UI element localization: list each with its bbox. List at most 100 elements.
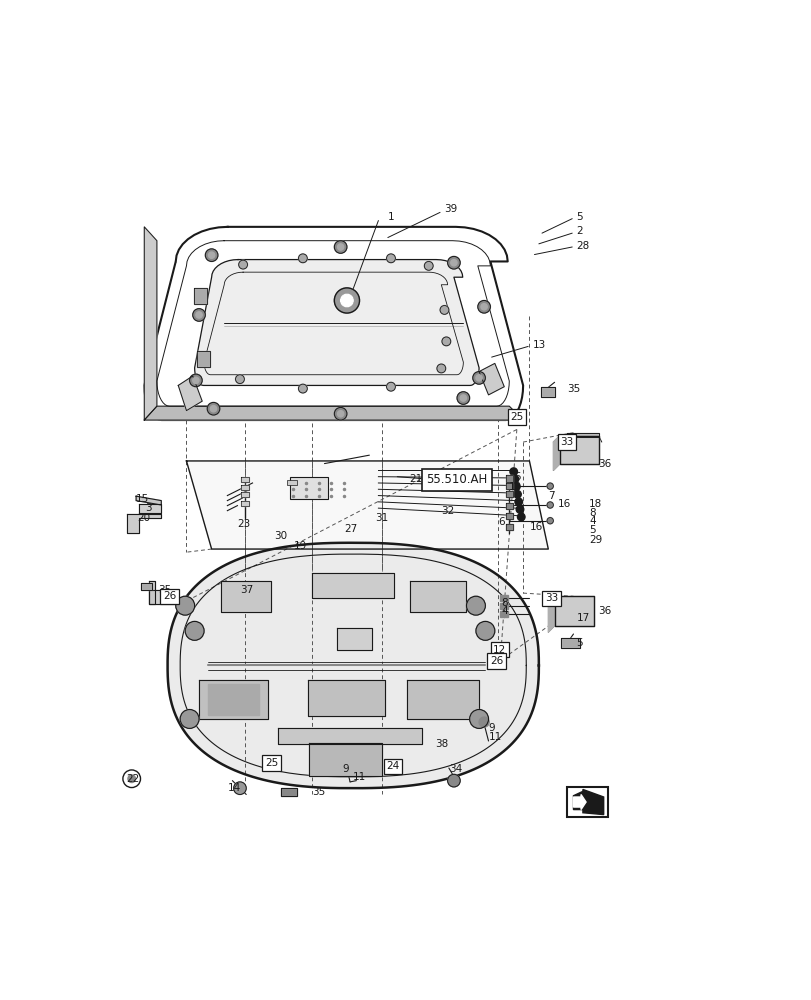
Circle shape xyxy=(337,411,343,417)
Text: 55.510.AH: 55.510.AH xyxy=(426,473,487,486)
Circle shape xyxy=(207,402,220,415)
Text: 31: 31 xyxy=(375,513,388,523)
Text: 11: 11 xyxy=(488,732,501,742)
Polygon shape xyxy=(127,514,161,533)
Polygon shape xyxy=(197,351,209,367)
Polygon shape xyxy=(195,260,478,385)
Polygon shape xyxy=(478,363,504,395)
Text: 15: 15 xyxy=(136,494,149,504)
Text: 4: 4 xyxy=(500,606,507,616)
Polygon shape xyxy=(337,628,371,650)
Circle shape xyxy=(450,260,457,266)
Polygon shape xyxy=(144,227,157,420)
Text: 5: 5 xyxy=(589,525,595,535)
Text: 4: 4 xyxy=(589,516,595,526)
Text: 5: 5 xyxy=(576,638,582,648)
Circle shape xyxy=(478,717,488,727)
Circle shape xyxy=(195,312,202,318)
Circle shape xyxy=(210,406,217,412)
Polygon shape xyxy=(136,496,161,505)
Text: 10: 10 xyxy=(508,482,521,492)
Circle shape xyxy=(440,306,448,314)
Text: 27: 27 xyxy=(343,524,357,534)
Circle shape xyxy=(513,491,521,498)
Polygon shape xyxy=(148,581,155,604)
Text: 9: 9 xyxy=(488,723,495,733)
Bar xyxy=(566,787,607,817)
Circle shape xyxy=(122,770,140,788)
Polygon shape xyxy=(208,684,259,715)
Circle shape xyxy=(475,621,494,640)
Circle shape xyxy=(547,518,552,524)
Circle shape xyxy=(477,300,490,313)
Text: 26: 26 xyxy=(490,656,503,666)
Text: 25: 25 xyxy=(264,758,277,768)
Text: 7: 7 xyxy=(547,491,554,501)
Text: 24: 24 xyxy=(386,761,399,771)
Circle shape xyxy=(208,252,214,258)
Text: 13: 13 xyxy=(532,340,545,350)
Polygon shape xyxy=(573,794,586,810)
Text: 35: 35 xyxy=(312,787,325,797)
Circle shape xyxy=(509,468,517,475)
Text: 12: 12 xyxy=(492,645,506,655)
Text: 39: 39 xyxy=(444,204,457,214)
Text: 35: 35 xyxy=(566,384,580,394)
Polygon shape xyxy=(241,485,248,490)
Circle shape xyxy=(180,710,199,728)
Polygon shape xyxy=(560,638,579,648)
Polygon shape xyxy=(500,595,508,601)
Polygon shape xyxy=(505,524,513,530)
Circle shape xyxy=(298,254,307,263)
Text: 18: 18 xyxy=(589,499,602,509)
Text: 25: 25 xyxy=(509,412,523,422)
Text: 21: 21 xyxy=(409,474,422,484)
Text: 30: 30 xyxy=(274,531,287,541)
Circle shape xyxy=(190,374,202,387)
Polygon shape xyxy=(139,504,161,513)
Polygon shape xyxy=(144,406,522,420)
Text: 1: 1 xyxy=(388,212,394,222)
Text: 11: 11 xyxy=(353,772,366,782)
Text: 8: 8 xyxy=(500,598,507,608)
Circle shape xyxy=(511,475,518,483)
Text: 9: 9 xyxy=(342,764,349,774)
Text: 35: 35 xyxy=(158,585,171,595)
Polygon shape xyxy=(540,387,554,397)
Text: 33: 33 xyxy=(544,593,557,603)
Circle shape xyxy=(472,372,485,384)
Circle shape xyxy=(238,260,247,269)
Polygon shape xyxy=(194,288,206,304)
Text: 38: 38 xyxy=(435,739,448,749)
Text: 26: 26 xyxy=(163,591,176,601)
Circle shape xyxy=(517,513,525,521)
Circle shape xyxy=(469,710,488,728)
Circle shape xyxy=(516,506,523,513)
Text: 5: 5 xyxy=(513,472,520,482)
Bar xyxy=(287,480,296,485)
Text: 5: 5 xyxy=(576,212,582,222)
Polygon shape xyxy=(221,581,271,612)
Polygon shape xyxy=(178,376,202,411)
Circle shape xyxy=(175,596,195,615)
Circle shape xyxy=(343,297,350,304)
Circle shape xyxy=(466,596,485,615)
Polygon shape xyxy=(199,680,268,719)
Text: 20: 20 xyxy=(137,513,150,523)
Polygon shape xyxy=(505,491,513,497)
Circle shape xyxy=(547,483,552,489)
Circle shape xyxy=(424,261,432,270)
Circle shape xyxy=(337,244,343,250)
Polygon shape xyxy=(505,513,513,519)
Polygon shape xyxy=(187,461,547,549)
Polygon shape xyxy=(241,492,248,497)
Circle shape xyxy=(441,337,450,346)
Circle shape xyxy=(334,241,346,253)
Text: 16: 16 xyxy=(529,522,542,532)
Polygon shape xyxy=(559,436,598,464)
Polygon shape xyxy=(552,436,559,470)
Polygon shape xyxy=(167,543,539,788)
Polygon shape xyxy=(505,475,513,482)
Circle shape xyxy=(234,782,246,794)
Polygon shape xyxy=(410,581,466,612)
